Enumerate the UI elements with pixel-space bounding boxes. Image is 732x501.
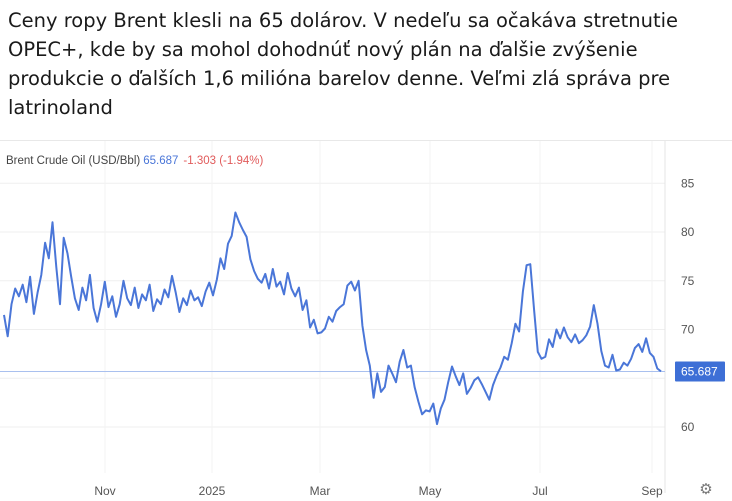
x-tick-label: 2025: [199, 484, 226, 498]
price-chart[interactable]: 60 70 75 80 85 65.687 Nov 2025 Mar May Jul Sep: [0, 141, 732, 501]
instrument-name: Brent Crude Oil (USD/Bbl): [6, 155, 141, 167]
x-tick-label: Nov: [94, 484, 115, 498]
last-price: 65.687: [143, 155, 179, 167]
y-tick-label: 75: [681, 274, 695, 288]
y-tick-label: 85: [681, 176, 695, 190]
y-tick-label: 60: [681, 420, 695, 434]
chart-header: Brent Crude Oil (USD/Bbl) 65.687 -1.303 (-…: [6, 155, 263, 167]
chart-panel: 60 70 75 80 85 65.687 Nov 2025 Mar May Jul Sep Bren…: [0, 140, 732, 501]
post-text: Ceny ropy Brent klesli na 65 dolárov. V …: [8, 9, 678, 119]
x-tick-label: Sep: [641, 484, 663, 498]
price-line: [3, 211, 662, 426]
y-tick-label: 70: [681, 323, 695, 337]
price-tag-label: 65.687: [681, 365, 718, 379]
gear-icon[interactable]: ⚙: [699, 480, 713, 498]
price-tag: [675, 361, 725, 382]
x-tick-label: May: [419, 484, 442, 498]
x-tick-label: Jul: [532, 484, 547, 498]
price-change: -1.303 (-1.94%): [183, 155, 264, 167]
x-tick-label: Mar: [310, 484, 331, 498]
y-tick-label: 80: [681, 225, 695, 239]
